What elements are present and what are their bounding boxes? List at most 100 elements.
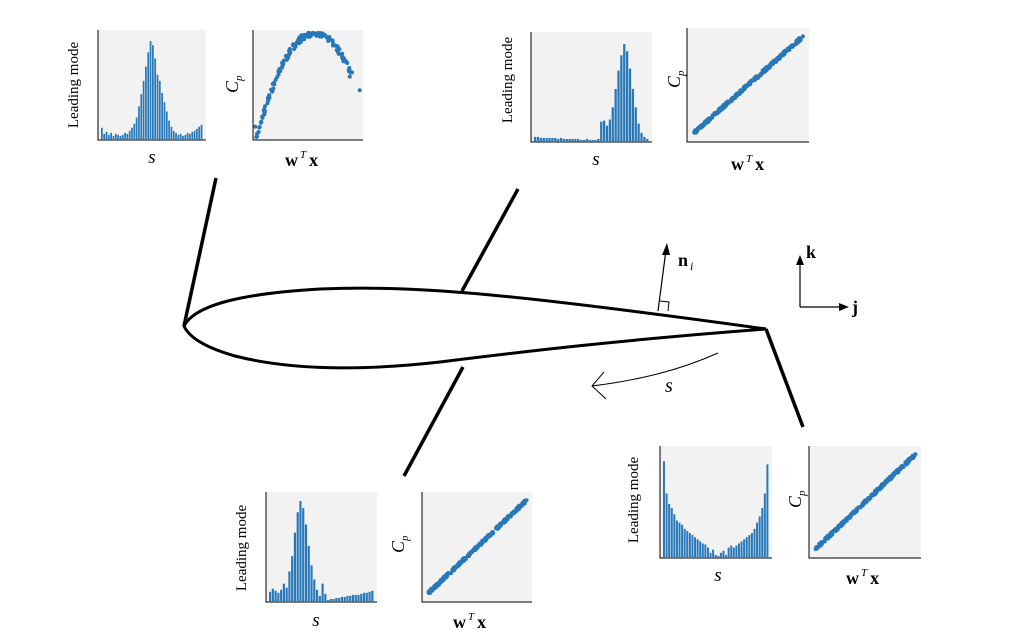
histogram-bar	[565, 138, 568, 142]
histogram-bar	[548, 137, 551, 142]
s-axis-label-bottom-left: s	[312, 610, 319, 631]
histogram-bar	[163, 102, 166, 140]
histogram-bar	[110, 132, 112, 140]
scatter-point	[869, 492, 874, 497]
histogram-bar	[597, 138, 600, 142]
scatter-point	[347, 65, 352, 70]
scatter-point	[350, 70, 354, 75]
histogram-bar	[293, 532, 297, 602]
histogram-bar	[737, 543, 740, 558]
scatter-point	[787, 47, 792, 52]
histogram-bar	[643, 136, 646, 142]
leading-mode-label-top-right: Leading mode	[500, 37, 516, 124]
histogram-bar	[117, 134, 119, 140]
scatter-point	[473, 547, 478, 552]
histogram-bar	[745, 537, 748, 558]
scatter-point	[778, 52, 783, 57]
histogram-bar	[681, 524, 684, 558]
scatter-point	[769, 60, 774, 65]
histogram-bar	[346, 595, 349, 602]
scatter-point	[262, 104, 267, 109]
histogram-bar	[152, 45, 154, 140]
scatter-point	[758, 72, 763, 77]
scatter-point	[464, 556, 469, 561]
histogram-bar	[562, 138, 566, 142]
histogram-bar	[368, 591, 371, 602]
histogram-bar	[126, 133, 129, 140]
scatter-point	[311, 31, 316, 35]
histogram-bar	[591, 139, 594, 142]
histogram-bar	[758, 516, 761, 558]
histogram-bar	[351, 594, 355, 602]
histogram-bar	[582, 139, 586, 142]
scatter-point	[831, 528, 836, 533]
histogram-bar	[184, 134, 187, 140]
histogram-bar	[600, 121, 603, 142]
scatter-point	[797, 37, 802, 42]
histogram-bar	[310, 565, 313, 602]
histogram-bar	[288, 571, 291, 602]
histogram-bar	[608, 119, 612, 142]
scatter-point	[699, 124, 704, 129]
scatter-point	[753, 74, 758, 79]
histogram-bar	[338, 597, 341, 602]
histogram-bar	[603, 120, 606, 142]
scatter-point	[285, 56, 290, 61]
scatter-point	[783, 48, 788, 53]
histogram-bar	[554, 137, 557, 142]
scatter-point	[357, 88, 362, 93]
normal-label: n	[678, 250, 688, 270]
histogram-bar	[105, 131, 108, 140]
normal-subscript: i	[690, 259, 693, 273]
histogram-bar	[611, 107, 614, 142]
histogram-bar	[730, 545, 733, 558]
scatter-point	[426, 590, 431, 595]
histogram-bar	[753, 528, 756, 558]
histogram-bar	[114, 133, 117, 140]
histogram-bar	[274, 590, 277, 602]
histogram-bar	[340, 596, 343, 602]
histogram-bar	[193, 130, 196, 140]
k-axis-label: k	[806, 242, 816, 262]
scatter-point	[524, 498, 529, 503]
histogram-bar	[318, 595, 321, 602]
scatter-point	[835, 525, 840, 530]
scatter-point	[774, 56, 779, 61]
scatter-point	[273, 77, 278, 82]
scatter-points-top-left	[253, 31, 362, 139]
histogram-bar	[119, 135, 122, 140]
scatter-point	[281, 61, 286, 66]
histogram-bar	[763, 493, 766, 558]
histogram-bar	[743, 539, 746, 558]
histogram-bar	[170, 126, 173, 140]
histogram-bar	[324, 593, 327, 602]
histogram-bar	[725, 554, 728, 558]
histogram-bar	[332, 598, 335, 602]
histogram-bar	[634, 107, 637, 142]
histogram-bar	[631, 88, 635, 142]
histogram-bar	[678, 522, 681, 558]
histogram-bar	[168, 120, 170, 140]
scatter-point	[292, 46, 297, 51]
histogram-bar	[138, 106, 140, 140]
leading-mode-label-bottom-right: Leading mode	[626, 457, 642, 544]
histogram-bar	[585, 138, 589, 142]
histogram-bar	[269, 591, 272, 602]
histogram-bar	[761, 508, 764, 558]
histogram-bar	[557, 138, 560, 142]
histogram-bar	[699, 541, 702, 558]
arc-length-arrow	[591, 352, 719, 387]
normal-vector-arrow	[657, 249, 667, 312]
right-angle-marker	[659, 300, 670, 312]
scatter-point	[262, 108, 267, 113]
histogram-bar	[329, 598, 332, 602]
scatter-point	[719, 106, 724, 111]
cp-label-top-left: Cp	[222, 75, 245, 93]
scatter-point	[429, 587, 434, 592]
scatter-point	[708, 115, 713, 120]
scatter-point	[729, 99, 734, 103]
